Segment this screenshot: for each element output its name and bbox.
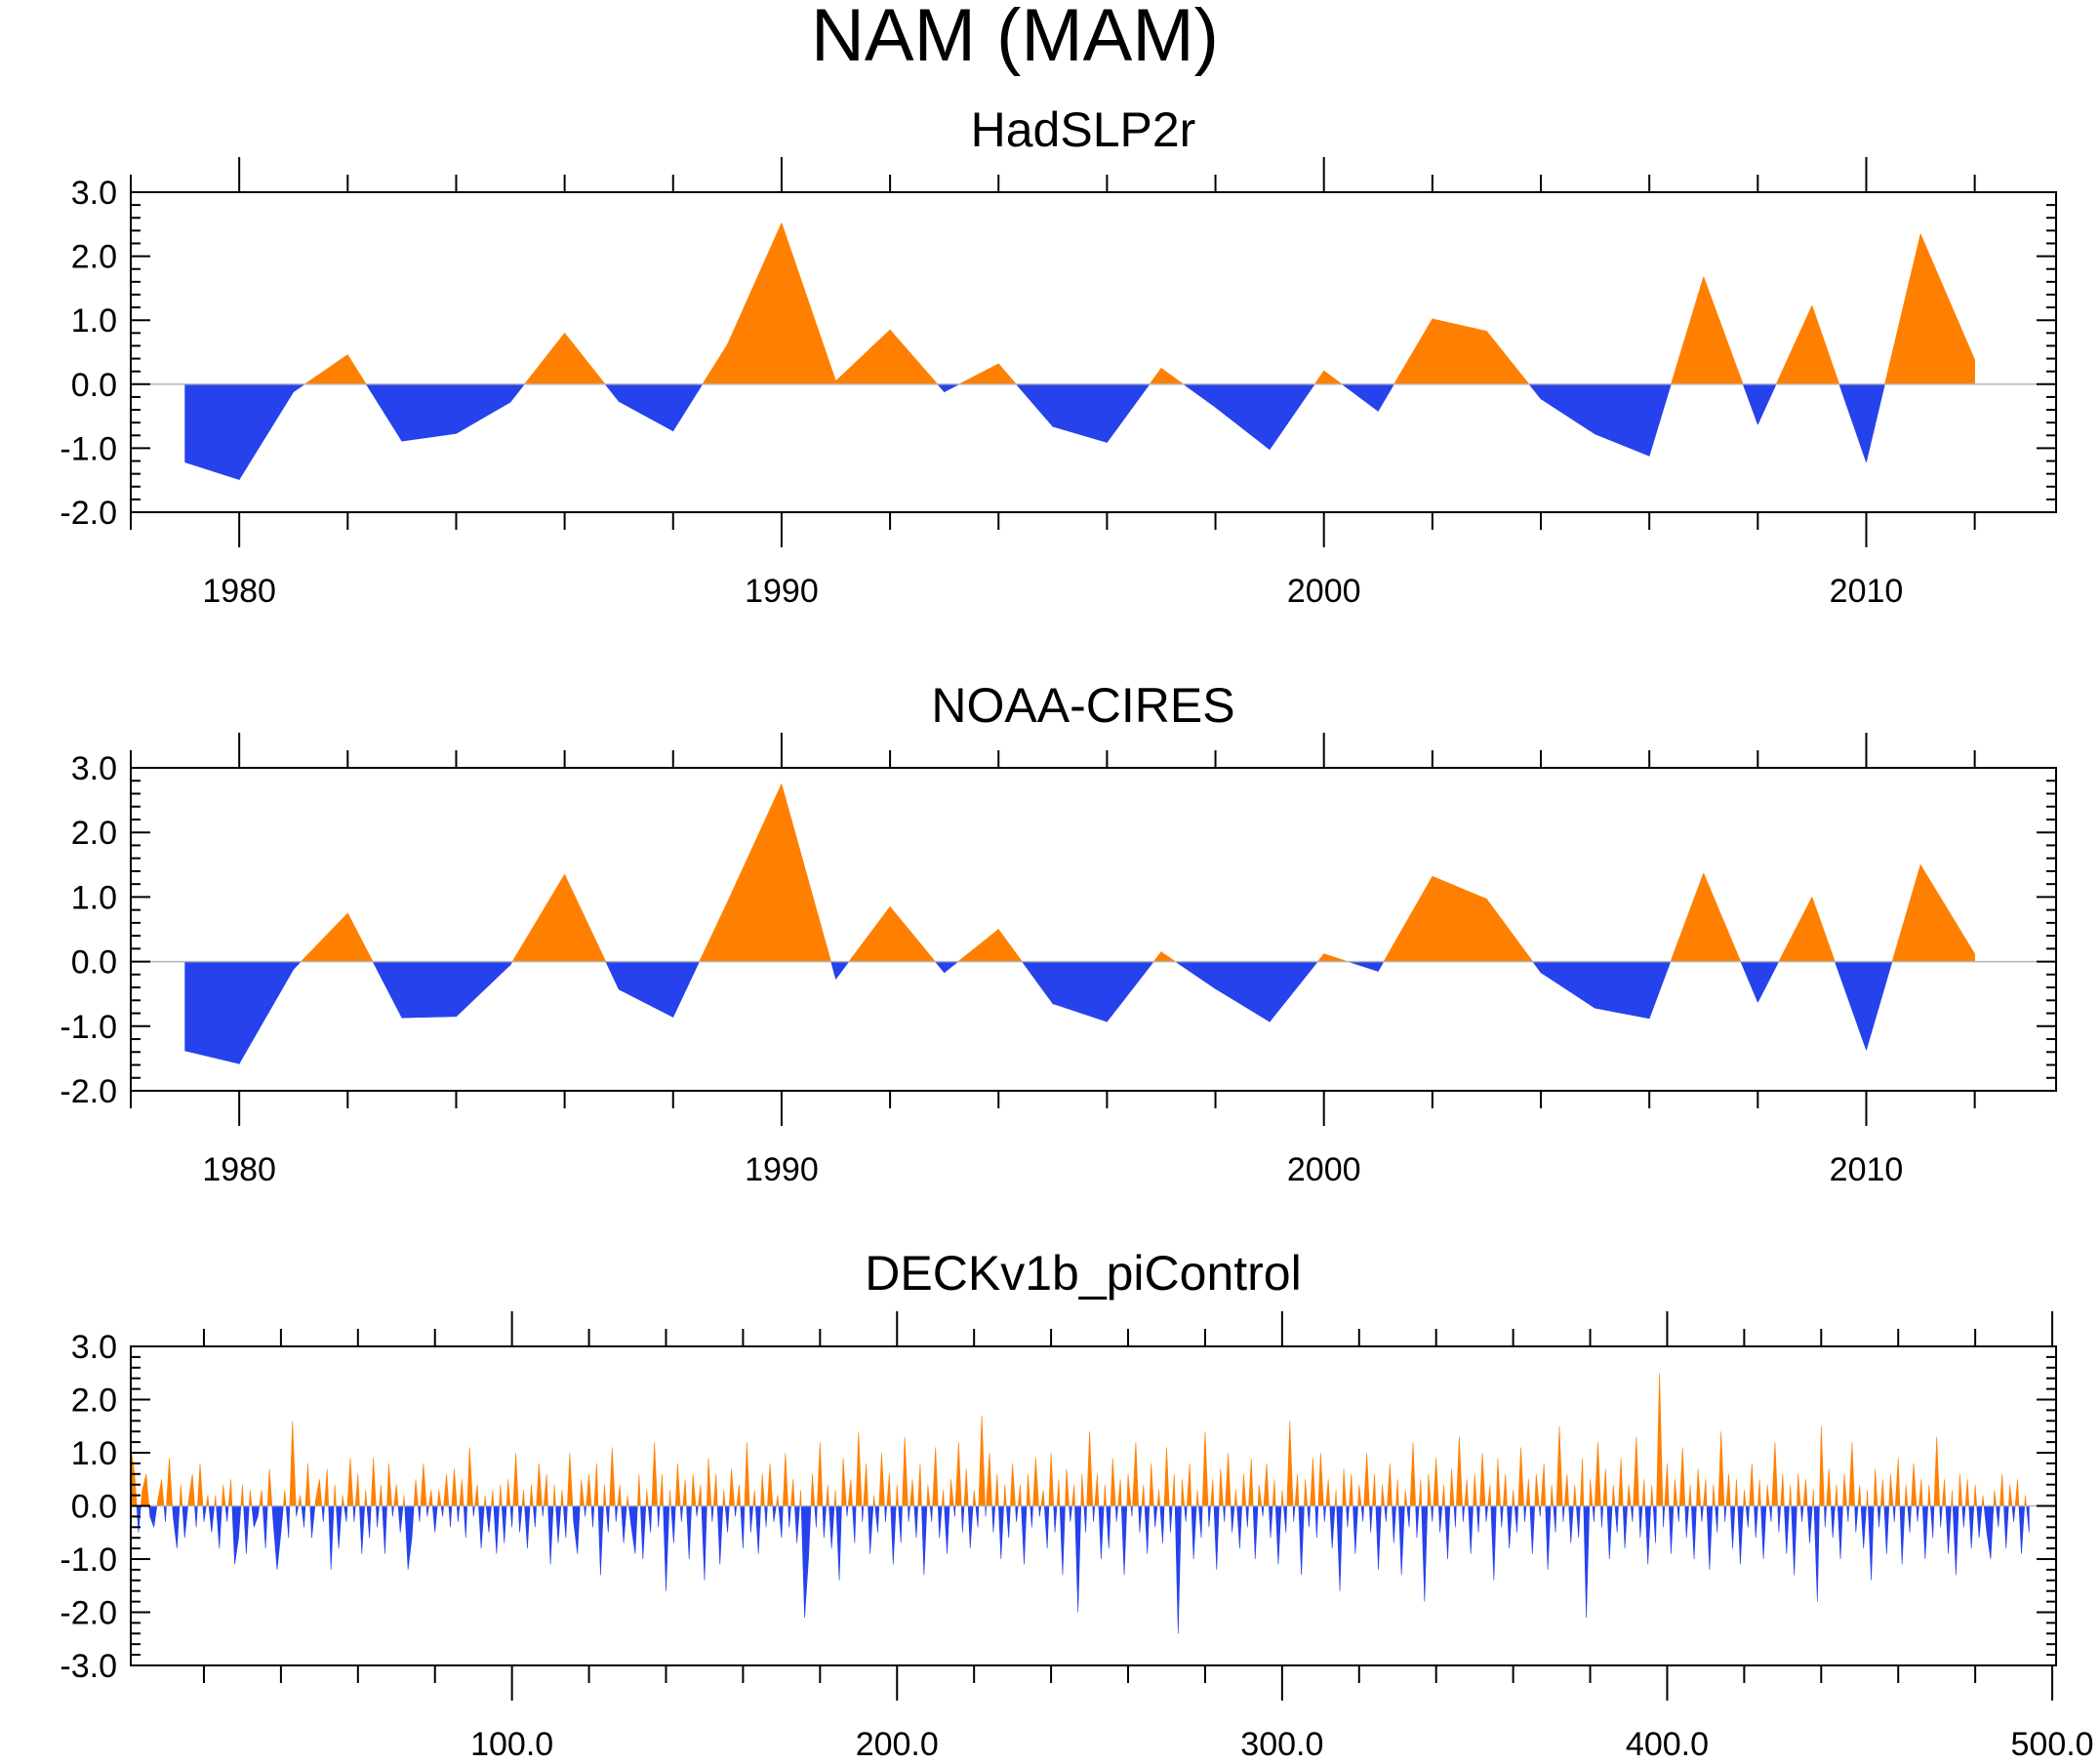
y-tick-label: -2.0 <box>60 1595 117 1632</box>
y-tick-label: -3.0 <box>60 1648 117 1685</box>
y-tick-label: 1.0 <box>71 879 117 916</box>
y-tick-label: 0.0 <box>71 367 117 404</box>
y-tick-label: -1.0 <box>60 1009 117 1046</box>
x-tick-label: 2000 <box>1287 573 1361 610</box>
y-tick-label: 2.0 <box>71 815 117 852</box>
y-tick-label: -1.0 <box>60 1542 117 1579</box>
panel-hadslp2r: HadSLP2r -2.0 -1.0 0.0 1.0 2.0 3.0 1980 1990 200… <box>60 102 2057 610</box>
plot-area: -2.0 -1.0 0.0 1.0 2.0 3.0 1980 1990 2000 2010 <box>60 157 2057 610</box>
y-tick-label: 1.0 <box>71 1435 117 1472</box>
positive-fill <box>300 783 1975 962</box>
figure-title: NAM (MAM) <box>811 0 1219 77</box>
panel-title: DECKv1b_piControl <box>865 1246 1301 1301</box>
plot-frame <box>130 767 2057 1092</box>
x-tick-label: 2010 <box>1830 1151 1904 1188</box>
x-tick-label: 100.0 <box>470 1726 553 1763</box>
x-tick-label: 500.0 <box>2011 1726 2094 1763</box>
plot-area: -2.0 -1.0 0.0 1.0 2.0 3.0 1980 1990 2000 2010 <box>60 733 2057 1188</box>
y-tick-label: 2.0 <box>71 239 117 276</box>
plot-area: -3.0 -2.0 -1.0 0.0 1.0 2.0 3.0 100.0 200.0 300.0 4… <box>60 1311 2094 1763</box>
panel-title: NOAA-CIRES <box>931 678 1234 733</box>
x-tick-label: 200.0 <box>856 1726 939 1763</box>
panel-deckv1b-picontrol: DECKv1b_piControl -3.0 -2.0 -1.0 0.0 1.0 2.0 3… <box>60 1246 2093 1763</box>
y-tick-label: 0.0 <box>71 944 117 982</box>
negative-fill <box>136 1505 2030 1634</box>
y-tick-label: 1.0 <box>71 302 117 340</box>
x-tick-label: 1980 <box>202 573 276 610</box>
x-tick-label: 2000 <box>1287 1151 1361 1188</box>
x-tick-label: 1980 <box>202 1151 276 1188</box>
panel-title: HadSLP2r <box>971 102 1196 157</box>
y-tick-label: 0.0 <box>71 1489 117 1526</box>
y-tick-label: -2.0 <box>60 1073 117 1110</box>
x-tick-label: 1990 <box>745 573 819 610</box>
y-tick-label: -2.0 <box>60 495 117 532</box>
x-tick-label: 400.0 <box>1626 1726 1709 1763</box>
panel-noaa-cires: NOAA-CIRES -2.0 -1.0 0.0 1.0 2.0 3.0 1980 1990 2… <box>60 678 2057 1188</box>
negative-fill <box>184 961 1893 1065</box>
y-tick-label: 3.0 <box>71 1329 117 1366</box>
negative-fill <box>184 383 1885 481</box>
y-tick-label: -1.0 <box>60 430 117 467</box>
x-tick-label: 1990 <box>745 1151 819 1188</box>
y-tick-label: 3.0 <box>71 175 117 212</box>
positive-fill <box>303 222 1975 385</box>
y-tick-label: 3.0 <box>71 750 117 787</box>
x-tick-label: 300.0 <box>1240 1726 1323 1763</box>
x-tick-label: 2010 <box>1830 573 1904 610</box>
plot-frame <box>130 191 2057 513</box>
y-tick-label: 2.0 <box>71 1382 117 1420</box>
positive-fill <box>130 1373 2027 1506</box>
